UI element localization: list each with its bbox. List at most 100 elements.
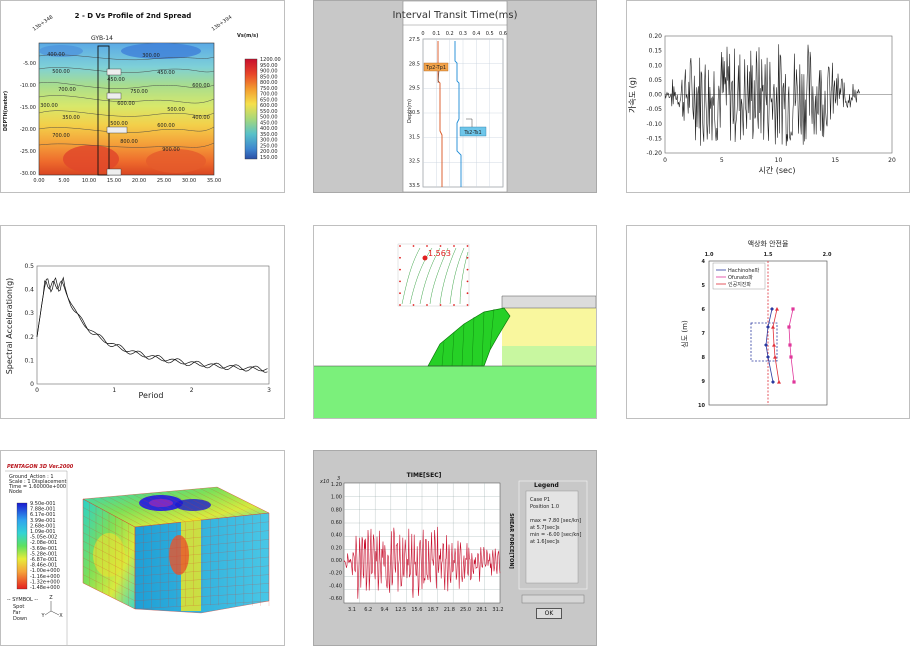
shear-x-tick: 9.4 (380, 607, 388, 613)
transit-y-tick: 32.5 (409, 159, 420, 165)
vs-contour-label: 350.00 (62, 115, 80, 121)
shear-legend-line: at 5.7[sec]s (530, 525, 560, 531)
accel-y-tick: 0.20 (649, 33, 663, 40)
liquefaction-y-tick: 9 (702, 379, 706, 385)
pentagon-colorbar-value: -1.16e+000 (30, 574, 60, 580)
liquefaction-legend-item: Hachinohe파 (728, 267, 760, 274)
vs-high-velocity-zone-right (146, 149, 206, 173)
spectral-y-label: Spectral Acceleration(g) (5, 278, 14, 375)
vs-legend-value: 850.00 (260, 74, 278, 80)
liquefaction-y-tick: 10 (698, 403, 705, 409)
shear-x-tick: 31.2 (492, 607, 503, 613)
pentagon-colorbar-value: 1.09e-001 (30, 529, 56, 535)
tp-difference-label: Tp2-Tp1 (425, 65, 446, 71)
acceleration-history-panel[interactable]: 0 5 10 15 20 0.20 0.15 0.10 0.05 0.00 -0.05 -0.10 -… (626, 0, 910, 193)
vs-borehole-column (97, 45, 110, 176)
pentagon-symbol-heading: -- SYMBOL -- (7, 597, 38, 603)
spectral-x-tick-group: 0 1 2 3 (35, 387, 271, 394)
vs-y-tick: -15.00 (20, 105, 36, 111)
vs-profile-title: 2 - D Vs Profile of 2nd Spread (75, 12, 192, 20)
pentagon-3d-view: PENTAGON 3D Ver.2000 Ground_Action : 1Sc… (5, 464, 270, 645)
transit-x-tick: 0.6 (499, 31, 507, 37)
shear-legend-box (525, 490, 579, 584)
vs-borehole-label: GYB-14 (91, 35, 113, 42)
liquefaction-y-tick: 6 (702, 307, 706, 313)
shear-x-tick: 18.7 (428, 607, 439, 613)
vs-contour-label: 600.00 (117, 101, 135, 107)
transit-x-tick: 0.5 (486, 31, 494, 37)
vs-borehole-marker (106, 92, 122, 100)
liquefaction-panel[interactable]: 액상화 안전율 1.0 1.5 2.0 4 5 6 7 8 9 10 심도 (m) Hachin… (626, 225, 910, 419)
vs-contour-label: 450.00 (157, 70, 175, 76)
accel-x-label: 시간 (sec) (759, 165, 796, 175)
vs-contour-label: 300.00 (142, 53, 160, 59)
vs-legend-value: 700.00 (260, 92, 278, 98)
shear-legend-line: max = 7.80 [sec/kn] (530, 518, 581, 524)
pentagon-3d-panel[interactable]: PENTAGON 3D Ver.2000 Ground_Action : 1 Sc… (0, 450, 285, 646)
acceleration-history-chart: 0 5 10 15 20 0.20 0.15 0.10 0.05 0.00 -0.05 -0.10 -… (628, 33, 896, 175)
shear-ok-label: OK (544, 610, 554, 617)
shear-force-panel[interactable]: TIME[SEC] x10 3 1.20 1.00 0.80 0.60 0.40 0.20… (313, 450, 597, 646)
shear-x-tick-group: 3.1 6.2 9.4 12.5 15.6 18.7 21.8 25.0 28.1 31.2 (348, 607, 504, 613)
pentagon-cut-face (181, 517, 201, 611)
vs-contour-label: 300.00 (40, 103, 58, 109)
vs-y-tick: -10.00 (20, 83, 36, 89)
vs-contour-label: 400.00 (47, 52, 65, 58)
vs-high-velocity-zone (63, 145, 119, 173)
transit-x-tick: 0.4 (472, 31, 480, 37)
factor-contours (401, 247, 469, 305)
transit-y-tick-group: 27.5 28.5 29.5 30.5 31.5 32.5 33.5 (409, 37, 420, 189)
accel-y-tick: 0.05 (649, 77, 663, 84)
vs-contour-label: 600.00 (157, 123, 175, 129)
shear-y-label: SHEAR FORCE[TON] (508, 513, 514, 569)
pentagon-symbol-line: Down (13, 616, 27, 622)
liquefaction-legend-box (712, 262, 766, 290)
vs-contour-label: 500.00 (52, 69, 70, 75)
vs-contour-label: 500.00 (110, 121, 128, 127)
shear-y-tick: 0.40 (331, 533, 342, 539)
pentagon-info-line: Time = 1.60000e+000 (8, 484, 66, 490)
liquefaction-x-tick: 1.5 (764, 252, 773, 258)
vs-profile-panel[interactable]: 2 - D Vs Profile of 2nd Spread 13b+348 1… (0, 0, 285, 193)
shear-ok-button[interactable]: OK (536, 608, 562, 619)
pentagon-colorbar-value: 3.99e-001 (30, 518, 56, 524)
pentagon-colorbar (16, 502, 28, 590)
vs-x-tick: 15.00 (107, 178, 121, 184)
search-grid-points (399, 245, 469, 306)
liquefaction-x-tick: 1.0 (705, 252, 714, 258)
vs-y-tick: -5.00 (23, 61, 36, 67)
transit-x-tick: 0.2 (446, 31, 454, 37)
liquefaction-x-tick: 2.0 (823, 252, 832, 258)
pentagon-colorbar-value: 9.50e-001 (30, 501, 56, 507)
liquefaction-y-tick: 7 (702, 331, 706, 337)
vs-legend-value: 950.00 (260, 63, 278, 69)
shear-legend-title: Legend (534, 482, 559, 489)
spectral-y-tick-group: 0.5 0.4 0.3 0.2 0.1 0 (24, 263, 34, 388)
vs-legend-value: 800.00 (260, 80, 278, 86)
transit-y-tick: 31.5 (409, 134, 420, 140)
interval-transit-chart: Interval Transit Time(ms) 0 0.1 0.2 0.3 0.4 0… (392, 1, 518, 192)
shear-y-tick: 0.80 (331, 507, 342, 513)
pentagon-colorbar-value: -1.00e+000 (30, 568, 60, 574)
transit-y-tick: 29.5 (409, 86, 420, 92)
slope-stability-panel[interactable]: 1.563 (313, 225, 597, 419)
vs-contour-label: 700.00 (58, 87, 76, 93)
vs-x-tick: 35.00 (207, 178, 221, 184)
shear-x-tick: 12.5 (395, 607, 406, 613)
vs-contour-label: 750.00 (130, 89, 148, 95)
transit-title: Interval Transit Time(ms) (392, 10, 517, 21)
spectral-x-tick: 1 (112, 387, 116, 394)
accel-y-tick: -0.20 (646, 150, 662, 157)
accel-y-tick: -0.05 (646, 106, 662, 113)
interval-transit-panel[interactable]: Interval Transit Time(ms) 0 0.1 0.2 0.3 0.4 0… (313, 0, 597, 193)
pentagon-displacement-core (149, 499, 173, 507)
spectral-panel[interactable]: 0 1 2 3 0.5 0.4 0.3 0.2 0.1 0 Period Spectral Ac… (0, 225, 285, 419)
pentagon-colorbar-value: -2.08e-001 (30, 540, 57, 546)
slope-sand-layer (502, 308, 596, 346)
pentagon-axis-label-group: X Y Z (40, 595, 63, 619)
accel-x-tick: 0 (663, 157, 667, 164)
pentagon-info-line: Node (9, 489, 22, 495)
liquefaction-y-tick-group: 4 5 6 7 8 9 10 (698, 259, 705, 409)
vs-contour-label: 400.00 (192, 115, 210, 121)
